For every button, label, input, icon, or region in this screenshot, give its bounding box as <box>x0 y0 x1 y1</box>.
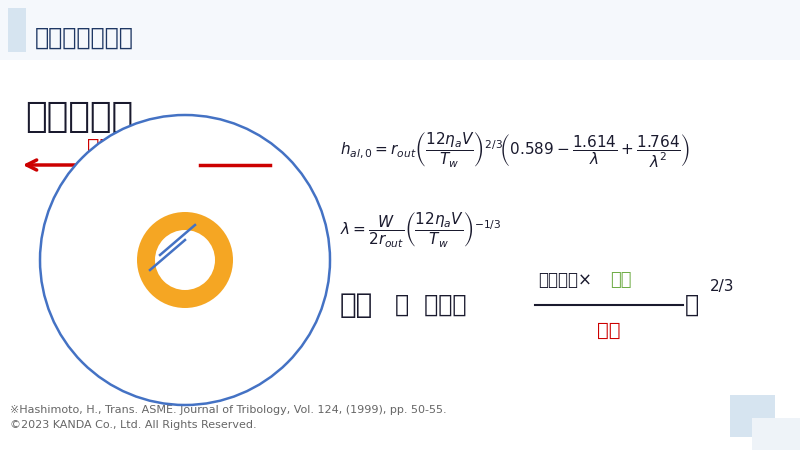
Text: 2/3: 2/3 <box>710 279 734 294</box>
Ellipse shape <box>155 230 215 290</box>
Text: $h_{al,0} = r_{out} \left(\dfrac{12\eta_a V}{T_w}\right)^{2/3}\!\left(0.589 - \d: $h_{al,0} = r_{out} \left(\dfrac{12\eta_… <box>340 130 690 169</box>
Text: 張力: 張力 <box>598 320 621 339</box>
Text: 空気粘度×: 空気粘度× <box>538 271 592 289</box>
Bar <box>752 418 800 450</box>
Bar <box>0 0 800 60</box>
Text: 初期厚みの算出: 初期厚みの算出 <box>35 26 134 50</box>
Ellipse shape <box>48 123 322 397</box>
Text: $\lambda = \dfrac{W}{2r_{out}} \left(\dfrac{12\eta_a V}{T_w}\right)^{-1/3}$: $\lambda = \dfrac{W}{2r_{out}} \left(\df… <box>340 210 502 249</box>
Bar <box>8 8 26 52</box>
Ellipse shape <box>106 180 264 339</box>
Ellipse shape <box>65 140 306 380</box>
Ellipse shape <box>89 164 281 356</box>
Text: ）: ） <box>685 293 699 317</box>
Text: ニップなし: ニップなし <box>25 100 133 134</box>
Bar <box>730 395 775 437</box>
Text: ※Hashimoto, H., Trans. ASME. Journal of Tribology, Vol. 124, (1999), pp. 50-55.: ※Hashimoto, H., Trans. ASME. Journal of … <box>10 405 446 415</box>
Ellipse shape <box>73 148 298 372</box>
Ellipse shape <box>122 197 248 323</box>
Ellipse shape <box>114 189 256 331</box>
Ellipse shape <box>137 212 233 308</box>
Text: 張力: 張力 <box>87 138 113 158</box>
Ellipse shape <box>98 172 273 347</box>
Ellipse shape <box>81 156 289 364</box>
Text: 厚み: 厚み <box>340 291 374 319</box>
Text: 速度: 速度 <box>610 271 631 289</box>
Text: 空気: 空気 <box>76 253 100 273</box>
Ellipse shape <box>40 115 330 405</box>
Text: ＝  半径（: ＝ 半径（ <box>395 293 466 317</box>
Text: ©2023 KANDA Co., Ltd. All Rights Reserved.: ©2023 KANDA Co., Ltd. All Rights Reserve… <box>10 420 257 430</box>
Ellipse shape <box>56 131 314 389</box>
